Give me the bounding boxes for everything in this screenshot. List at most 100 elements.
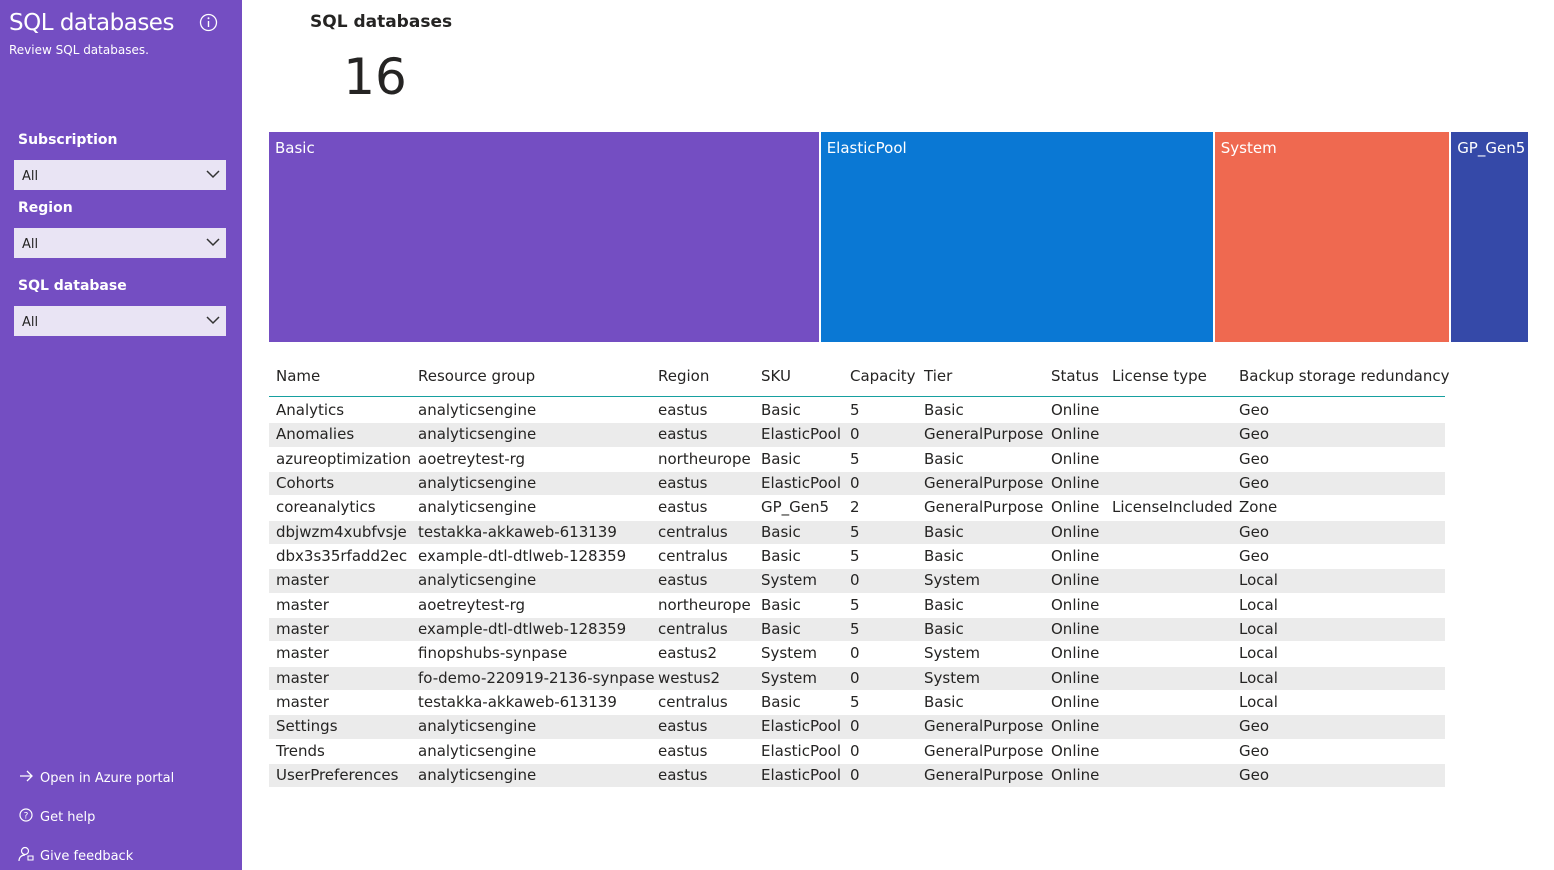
table-cell: Online [1051, 546, 1100, 565]
table-cell: Geo [1239, 425, 1270, 444]
table-cell: master [276, 619, 329, 638]
sidebar-link[interactable]: Give feedback [40, 849, 134, 864]
table-row [269, 399, 1445, 423]
table-cell: analyticsengine [418, 425, 537, 444]
table-cell: Basic [924, 401, 964, 419]
treemap-tile[interactable]: ElasticPool [820, 132, 1213, 342]
treemap-label: System [1220, 139, 1277, 157]
column-header: Status [1051, 367, 1099, 385]
sidebar-link[interactable]: Get help [40, 810, 96, 825]
icon [20, 770, 33, 782]
table-cell: eastus [658, 741, 708, 760]
table-cell: Basic [924, 595, 964, 614]
table-cell: Basic [761, 692, 801, 711]
table-cell: example-dtl-dtlweb-128359 [418, 546, 627, 565]
dropdown[interactable]: All [14, 228, 226, 258]
table-cell: aoetreytest-rg [418, 595, 526, 614]
table-cell: Basic [761, 522, 801, 541]
table-cell: eastus [658, 425, 708, 444]
header-rule [269, 396, 1445, 397]
table-cell: Online [1051, 619, 1100, 638]
column-header: Name [276, 367, 321, 385]
table-cell: Online [1051, 449, 1100, 468]
link-icon: ? [18, 807, 34, 827]
table-cell: dbx3s35rfadd2ec [276, 546, 408, 565]
table-row [269, 496, 1445, 520]
table-cell: 5 [850, 546, 860, 565]
table-cell: Geo [1239, 473, 1270, 492]
table-cell: analyticsengine [418, 717, 537, 736]
table-row [269, 642, 1445, 666]
column-header: Capacity [850, 367, 916, 385]
table-cell: Online [1051, 595, 1100, 614]
table-cell: System [924, 668, 980, 687]
sidebar-link[interactable]: Open in Azure portal [40, 771, 175, 786]
table-row [269, 569, 1445, 593]
icon: ? [19, 808, 33, 822]
column-header: SKU [761, 367, 791, 385]
table-cell: 5 [850, 619, 860, 638]
table-cell: Local [1239, 644, 1278, 663]
sidebar-title: SQL databases [9, 10, 174, 36]
table-cell: eastus [658, 401, 708, 419]
table-cell: 5 [850, 401, 860, 419]
table-cell: 5 [850, 449, 860, 468]
table-cell: analyticsengine [418, 571, 537, 590]
table-cell: Basic [924, 619, 964, 638]
table-cell: Online [1051, 571, 1100, 590]
card-title: SQL databases [310, 12, 453, 32]
table-cell: fo-demo-220919-2136-synpase [418, 668, 655, 687]
table-row [269, 666, 1445, 690]
filter-label: Subscription [18, 132, 118, 148]
table-cell: System [924, 644, 980, 663]
dropdown[interactable]: All [14, 306, 226, 336]
table-cell: eastus [658, 498, 708, 517]
table-cell: Online [1051, 668, 1100, 687]
table-cell: analyticsengine [418, 741, 537, 760]
table-cell: master [276, 595, 329, 614]
table-cell: analyticsengine [418, 498, 537, 517]
treemap-tile[interactable]: System [1214, 132, 1450, 342]
dropdown[interactable]: All [14, 160, 226, 190]
table-cell: eastus2 [658, 644, 717, 663]
table-cell: Basic [924, 546, 964, 565]
table-cell: Local [1239, 571, 1278, 590]
treemap-tile[interactable]: Basic [269, 132, 819, 342]
link-icon [18, 768, 34, 788]
table-cell: Basic [761, 449, 801, 468]
table-cell: GeneralPurpose [924, 765, 1044, 784]
table-cell: coreanalytics [276, 498, 376, 517]
treemap-tile[interactable]: GP_Gen5 [1451, 132, 1528, 342]
table-cell: northeurope [658, 449, 751, 468]
table-cell: Basic [761, 401, 801, 419]
table-cell: System [761, 668, 817, 687]
table-cell: Local [1239, 668, 1278, 687]
table-cell: master [276, 668, 329, 687]
sidebar: SQL databases Review SQL databases. Subs… [0, 0, 242, 870]
dropdown-value: All [22, 169, 39, 184]
table-cell: centralus [658, 619, 728, 638]
table-cell: UserPreferences [276, 765, 399, 784]
column-header: Tier [924, 367, 953, 385]
table-cell: Geo [1239, 522, 1270, 541]
table-cell: GP_Gen5 [761, 498, 830, 517]
table-row [269, 520, 1445, 544]
table-cell: 0 [850, 765, 860, 784]
table-cell: Cohorts [276, 473, 335, 492]
table-cell: azureoptimization [276, 449, 411, 468]
table-cell: Online [1051, 717, 1100, 736]
column-header: Resource group [418, 367, 536, 385]
table-cell: 5 [850, 522, 860, 541]
table-cell: ElasticPool [761, 765, 841, 784]
table-cell: centralus [658, 522, 728, 541]
chevron [206, 316, 220, 325]
table-row [269, 544, 1445, 569]
table-cell: 0 [850, 741, 860, 760]
table-cell: Local [1239, 595, 1278, 614]
info-icon[interactable] [199, 13, 218, 32]
table-cell: Basic [761, 546, 801, 565]
table-cell: centralus [658, 692, 728, 711]
table-cell: 5 [850, 595, 860, 614]
filter-label: SQL database [18, 278, 127, 294]
